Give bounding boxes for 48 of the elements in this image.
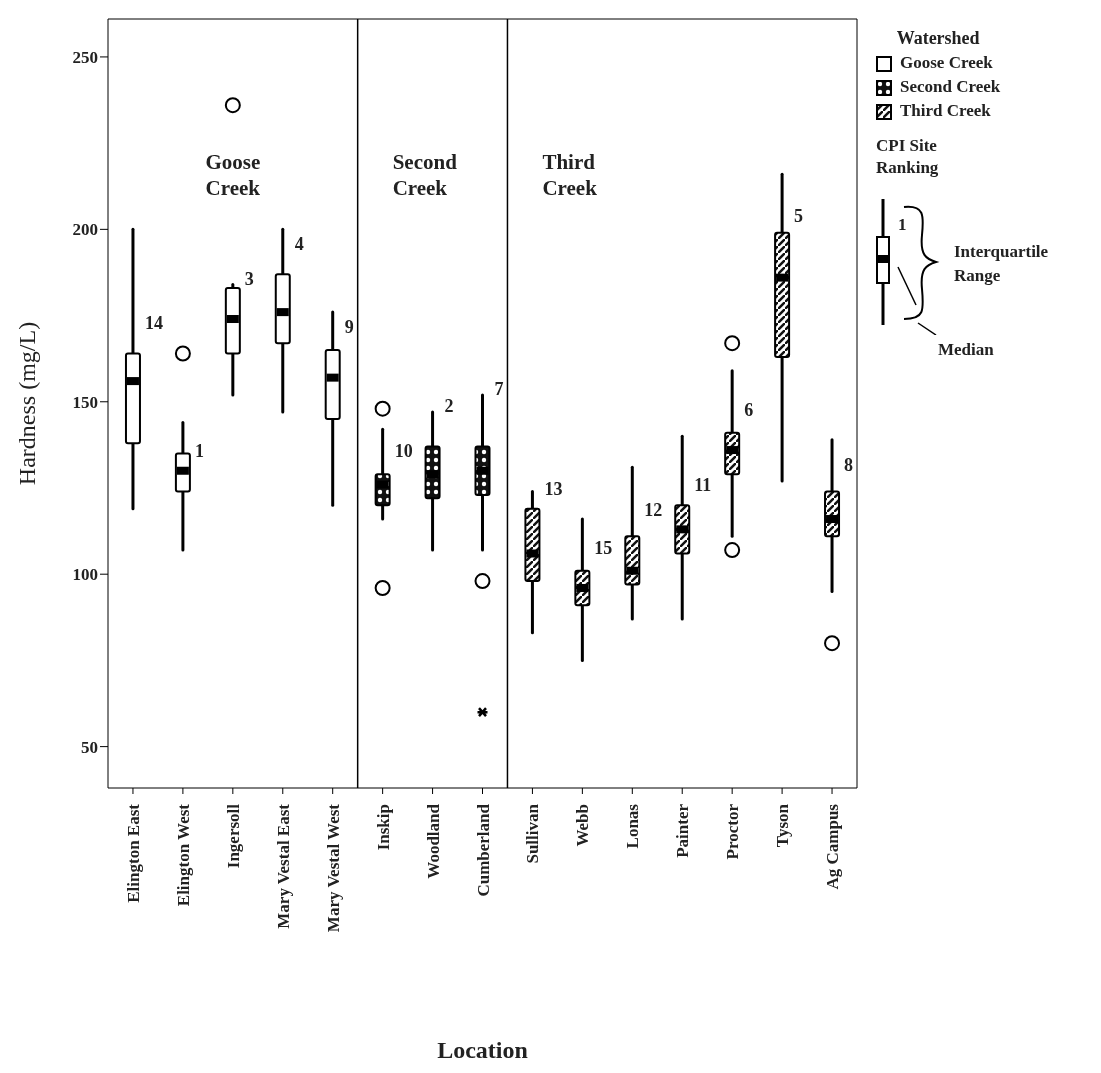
x-tick-label: Mary Vestal West (323, 803, 343, 933)
annotation: Second Creek (392, 150, 458, 200)
text: Interquartile Range (954, 241, 1049, 287)
text: 1 (898, 215, 907, 235)
x-axis-title: Location (437, 1037, 528, 1063)
x-tick-label: Lonas (623, 803, 643, 849)
legend-label: Second Creek (899, 77, 1001, 97)
x-tick-label: Tyson (773, 803, 793, 848)
annotation: 15 (594, 537, 613, 558)
y-tick-label: 150 (72, 392, 98, 412)
x-tick-label: Cumberland (473, 803, 493, 897)
x-tick-label: Elington West (173, 803, 193, 907)
x-tick-label: Webb (573, 804, 593, 847)
x-tick-label: Elington East (123, 803, 143, 903)
x-tick-label: Ingersoll (223, 803, 243, 869)
text: CPI Site Ranking (876, 135, 940, 179)
x-tick-label: Woodland (423, 803, 443, 879)
annotation: Goose Creek (205, 150, 261, 200)
legend-title: Watershed (895, 28, 981, 49)
annotation: 3 (244, 268, 254, 289)
annotation: 11 (694, 475, 712, 496)
text: Median (938, 340, 994, 360)
x-tick-label: Sullivan (523, 803, 543, 864)
x-tick-label: Ag Campus (823, 803, 843, 890)
annotation: 8 (844, 454, 854, 475)
annotation: 14 (144, 313, 163, 334)
x-tick-label: Painter (673, 803, 693, 858)
annotation: 6 (744, 399, 754, 420)
y-tick-label: 100 (72, 565, 98, 585)
y-tick-label: 250 (72, 47, 98, 67)
annotation: 12 (644, 499, 663, 520)
y-axis-title: Hardness (mg/L) (13, 321, 40, 486)
x-tick-label: Mary Vestal East (273, 803, 293, 929)
legend-label: Goose Creek (899, 53, 994, 73)
annotation: 1 (194, 440, 204, 461)
y-tick-label: 50 (81, 737, 98, 757)
annotation: 7 (494, 378, 504, 399)
annotation: 5 (794, 206, 804, 227)
annotation: 10 (394, 440, 413, 461)
legend-label: Third Creek (899, 101, 992, 121)
y-tick-label: 200 (72, 220, 98, 240)
x-tick-label: Proctor (723, 803, 743, 860)
annotation: 4 (294, 234, 304, 255)
annotation: Third Creek (542, 150, 598, 200)
annotation: 9 (344, 316, 354, 337)
x-tick-label: Inskip (373, 804, 393, 851)
annotation: 2 (444, 396, 454, 417)
annotation: 13 (544, 478, 563, 499)
